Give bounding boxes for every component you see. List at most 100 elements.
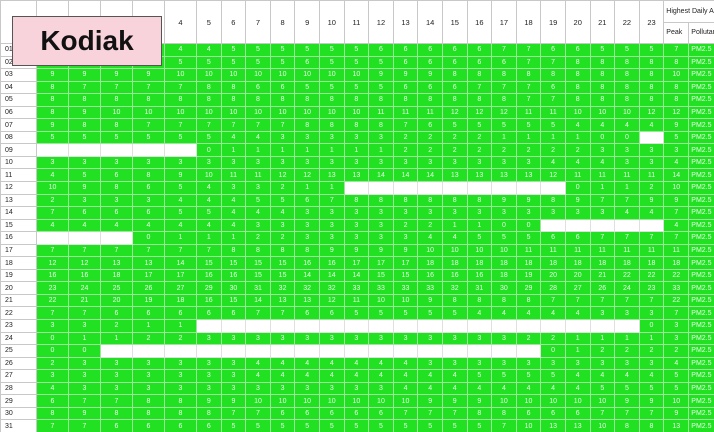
aqi-cell: 7 bbox=[638, 293, 665, 308]
aqi-cell: 7 bbox=[589, 231, 616, 245]
aqi-cell: 3 bbox=[392, 331, 419, 346]
aqi-cell: 12 bbox=[318, 293, 345, 308]
aqi-cell: 5 bbox=[269, 193, 296, 208]
aqi-cell: 11 bbox=[638, 168, 665, 182]
aqi-cell: 3 bbox=[466, 331, 493, 346]
day-label: 05 bbox=[0, 93, 37, 107]
aqi-cell: 3 bbox=[614, 306, 640, 321]
missing-cell bbox=[441, 319, 468, 333]
hour-header: 19 bbox=[540, 0, 566, 44]
aqi-cell: 8 bbox=[245, 93, 271, 107]
aqi-cell: 20 bbox=[564, 268, 591, 283]
aqi-cell: 2 bbox=[269, 181, 296, 195]
pollutant-header: Pollutant bbox=[688, 21, 714, 44]
aqi-cell: 10 bbox=[196, 68, 222, 82]
aqi-cell: 11 bbox=[220, 168, 247, 182]
aqi-cell: 5 bbox=[491, 231, 517, 245]
missing-cell bbox=[100, 231, 133, 245]
aqi-cell: 8 bbox=[638, 80, 665, 95]
aqi-cell: 8 bbox=[491, 68, 517, 82]
peak-header: Peak bbox=[663, 21, 690, 44]
peak-cell: 13 bbox=[663, 419, 690, 432]
aqi-cell: 8 bbox=[564, 55, 591, 70]
day-row: 29 6 7 7 8 8 9 9 10 10 10 10 10 10 10 9 9 9 10 10 10 10 10 9 9 10… bbox=[0, 394, 714, 408]
aqi-cell: 6 bbox=[164, 306, 197, 321]
aqi-cell: 7 bbox=[132, 118, 165, 132]
aqi-cell: 4 bbox=[540, 155, 566, 170]
aqi-cell: 8 bbox=[638, 93, 665, 107]
aqi-cell: 8 bbox=[36, 93, 69, 107]
aqi-cell: 3 bbox=[343, 218, 370, 233]
aqi-cell: 3 bbox=[368, 331, 394, 346]
hour-header: 5 bbox=[196, 0, 222, 44]
aqi-cell: 6 bbox=[132, 306, 165, 321]
aqi-cell: 28 bbox=[540, 281, 566, 295]
aqi-cell: 3 bbox=[318, 331, 345, 346]
day-row: 12 10 9 8 6 5 4 3 3 2 1 1 0 1 1 2 10 PM2.5 bbox=[0, 181, 714, 195]
aqi-cell: 5 bbox=[589, 381, 616, 396]
aqi-cell: 22 bbox=[638, 268, 665, 283]
aqi-cell: 3 bbox=[294, 218, 320, 233]
aqi-cell: 4 bbox=[196, 218, 222, 233]
aqi-cell: 8 bbox=[441, 293, 468, 308]
missing-cell bbox=[220, 344, 247, 358]
aqi-cell: 3 bbox=[132, 369, 165, 383]
aqi-cell: 2 bbox=[515, 331, 542, 346]
aqi-cell: 1 bbox=[294, 181, 320, 195]
aqi-cell: 15 bbox=[392, 268, 419, 283]
day-row: 13 2 3 3 3 4 4 4 5 5 6 7 8 8 8 8 8 8 9 9 8 9 7 7 9 9 PM2.5 bbox=[0, 193, 714, 208]
aqi-cell: 14 bbox=[417, 168, 443, 182]
aqi-cell: 2 bbox=[491, 143, 517, 157]
aqi-cell: 7 bbox=[589, 193, 616, 208]
missing-cell bbox=[466, 319, 493, 333]
aqi-cell: 3 bbox=[343, 130, 370, 145]
aqi-cell: 7 bbox=[515, 93, 542, 107]
aqi-cell: 14 bbox=[318, 268, 345, 283]
aqi-cell: 11 bbox=[515, 243, 542, 258]
pollutant-cell: PM2.5 bbox=[688, 118, 714, 132]
aqi-cell: 7 bbox=[36, 306, 69, 321]
aqi-cell: 10 bbox=[515, 419, 542, 432]
day-label: 24 bbox=[0, 331, 37, 346]
day-label: 21 bbox=[0, 293, 37, 308]
aqi-cell: 8 bbox=[164, 394, 197, 408]
hour-header: 10 bbox=[318, 0, 345, 44]
peak-cell: 12 bbox=[663, 105, 690, 120]
day-label: 16 bbox=[0, 231, 37, 245]
pollutant-cell: PM2.5 bbox=[688, 80, 714, 95]
day-row: 10 3 3 3 3 3 3 3 3 3 3 3 3 3 3 3 3 3 3 3 4 4 4 3 3 4 PM2.5 bbox=[0, 155, 714, 170]
missing-cell bbox=[466, 181, 493, 195]
aqi-cell: 7 bbox=[68, 80, 101, 95]
aqi-cell: 3 bbox=[132, 356, 165, 371]
aqi-cell: 5 bbox=[245, 419, 271, 432]
aqi-cell: 4 bbox=[164, 218, 197, 233]
aqi-cell: 0 bbox=[540, 344, 566, 358]
missing-cell bbox=[515, 181, 542, 195]
aqi-cell: 6 bbox=[515, 406, 542, 421]
aqi-cell: 3 bbox=[368, 155, 394, 170]
aqi-cell: 3 bbox=[441, 155, 468, 170]
peak-cell: 5 bbox=[663, 369, 690, 383]
aqi-cell: 4 bbox=[132, 218, 165, 233]
aqi-cell: 6 bbox=[368, 406, 394, 421]
aqi-cell: 7 bbox=[220, 406, 247, 421]
location-title: Kodiak bbox=[12, 16, 162, 66]
missing-cell bbox=[392, 319, 419, 333]
aqi-cell: 3 bbox=[36, 369, 69, 383]
day-label: 17 bbox=[0, 243, 37, 258]
aqi-cell: 12 bbox=[269, 168, 296, 182]
peak-cell: 3 bbox=[663, 331, 690, 346]
aqi-cell: 3 bbox=[68, 356, 101, 371]
header-row: PeakPollutant bbox=[1, 21, 714, 44]
aqi-cell: 5 bbox=[164, 206, 197, 220]
aqi-cell: 4 bbox=[164, 193, 197, 208]
missing-cell bbox=[68, 143, 101, 157]
missing-cell bbox=[491, 181, 517, 195]
aqi-cell: 3 bbox=[491, 331, 517, 346]
aqi-cell: 7 bbox=[164, 243, 197, 258]
day-label: 20 bbox=[0, 281, 37, 295]
aqi-cell: 4 bbox=[589, 369, 616, 383]
aqi-cell: 3 bbox=[68, 193, 101, 208]
aqi-cell: 5 bbox=[36, 130, 69, 145]
aqi-cell: 5 bbox=[368, 306, 394, 321]
